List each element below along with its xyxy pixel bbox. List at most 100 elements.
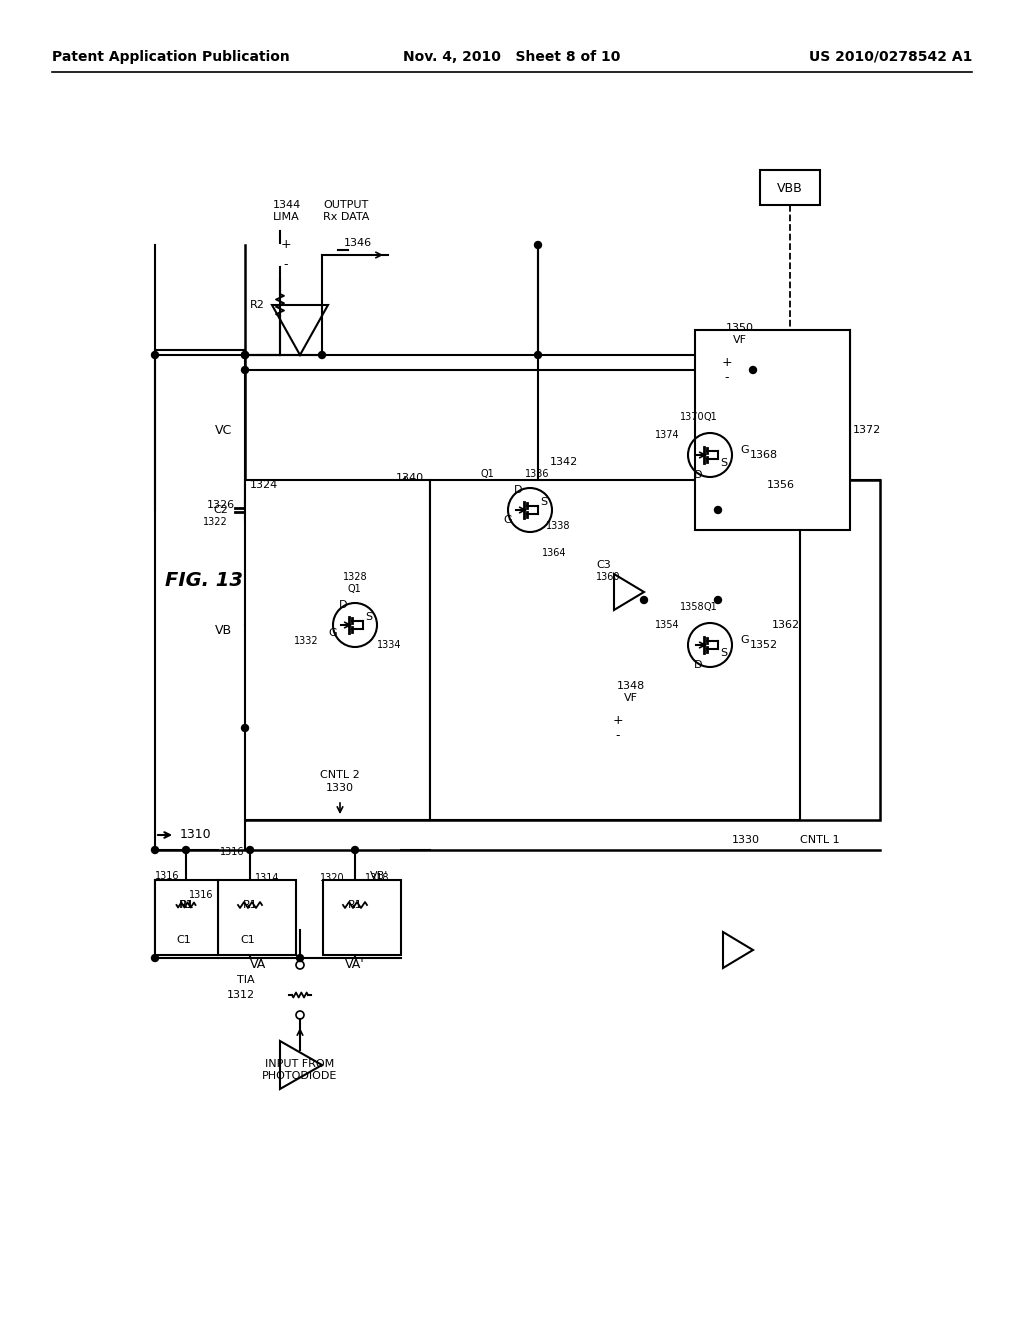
Text: Nov. 4, 2010   Sheet 8 of 10: Nov. 4, 2010 Sheet 8 of 10 (403, 50, 621, 63)
Text: G: G (329, 628, 337, 638)
Bar (695, 330, 850, 531)
Bar (245, 480, 430, 820)
Text: Rx DATA: Rx DATA (323, 213, 370, 222)
Text: S: S (541, 498, 548, 507)
Text: D: D (693, 470, 702, 480)
Text: R1: R1 (180, 900, 195, 909)
Text: CNTL 2: CNTL 2 (321, 770, 359, 780)
Text: Q1: Q1 (703, 602, 717, 612)
Text: D: D (514, 484, 522, 495)
Text: 1356: 1356 (767, 480, 795, 490)
Text: +: + (722, 355, 732, 368)
Text: 1334: 1334 (377, 640, 401, 649)
Text: LIMA: LIMA (273, 213, 300, 222)
Text: 1364: 1364 (542, 548, 566, 558)
Circle shape (152, 351, 159, 359)
Text: Q1: Q1 (703, 412, 717, 422)
Bar (323, 880, 401, 954)
Text: VB: VB (215, 623, 232, 636)
Bar (155, 880, 218, 954)
Text: Q1: Q1 (347, 583, 360, 594)
Text: 1320: 1320 (321, 873, 345, 883)
Text: US 2010/0278542 A1: US 2010/0278542 A1 (809, 50, 972, 63)
Text: R1: R1 (347, 900, 362, 909)
Text: VF: VF (733, 335, 746, 345)
Circle shape (247, 846, 254, 854)
Text: 1360: 1360 (596, 572, 621, 582)
Text: 1326: 1326 (207, 500, 234, 510)
Text: G: G (740, 445, 749, 455)
Text: TIA: TIA (238, 975, 255, 985)
Text: 1370: 1370 (680, 412, 705, 422)
Text: 1314: 1314 (255, 873, 280, 883)
Text: 1316: 1316 (188, 890, 213, 900)
Text: 1372: 1372 (853, 425, 882, 436)
Circle shape (351, 846, 358, 854)
Text: 1352: 1352 (750, 640, 778, 649)
Circle shape (182, 846, 189, 854)
Circle shape (152, 954, 159, 961)
Circle shape (242, 351, 249, 359)
Text: 1340: 1340 (396, 473, 424, 483)
Text: C2: C2 (213, 506, 228, 515)
Text: +: + (281, 239, 291, 252)
Text: D: D (693, 660, 702, 671)
Circle shape (318, 351, 326, 359)
Text: 1374: 1374 (655, 430, 680, 440)
Text: 1310: 1310 (180, 829, 212, 842)
Bar (760, 170, 820, 205)
Text: 1336: 1336 (525, 469, 550, 479)
Text: 1312: 1312 (227, 990, 255, 1001)
Circle shape (535, 242, 542, 248)
Text: 1324: 1324 (250, 480, 279, 490)
Text: 1354: 1354 (655, 620, 680, 630)
Circle shape (242, 351, 249, 359)
Text: Patent Application Publication: Patent Application Publication (52, 50, 290, 63)
Bar (430, 480, 800, 820)
Circle shape (640, 597, 647, 603)
Text: S: S (366, 612, 373, 622)
Text: VBB: VBB (777, 181, 803, 194)
Text: G: G (740, 635, 749, 645)
Text: -: - (284, 259, 288, 272)
Bar (245, 480, 880, 820)
Circle shape (242, 367, 249, 374)
Text: 1362: 1362 (772, 620, 800, 630)
Text: OUTPUT: OUTPUT (323, 201, 369, 210)
Text: VA: VA (250, 958, 266, 972)
Text: S: S (721, 648, 728, 657)
Text: 1346: 1346 (344, 238, 372, 248)
Circle shape (715, 597, 722, 603)
Text: C3: C3 (596, 560, 610, 570)
Text: D: D (339, 601, 347, 610)
Text: 1350: 1350 (726, 323, 754, 333)
Circle shape (242, 725, 249, 731)
Text: 1316: 1316 (155, 871, 179, 880)
Circle shape (297, 954, 303, 961)
Text: VF: VF (624, 693, 638, 704)
Text: VC: VC (215, 424, 232, 437)
Text: 1348: 1348 (616, 681, 645, 690)
Text: 1338: 1338 (546, 521, 570, 531)
Text: R2: R2 (250, 300, 265, 310)
Text: VB': VB' (370, 871, 388, 880)
Text: S: S (721, 458, 728, 469)
Text: 1330: 1330 (326, 783, 354, 793)
Text: C1: C1 (176, 935, 190, 945)
Text: R1: R1 (243, 900, 257, 909)
Text: R1: R1 (178, 900, 194, 909)
Text: C1: C1 (240, 935, 255, 945)
Text: VA': VA' (345, 958, 365, 972)
Text: 1322: 1322 (203, 517, 228, 527)
Text: -: - (615, 730, 621, 742)
Circle shape (535, 351, 542, 359)
Circle shape (750, 367, 757, 374)
Text: Q1: Q1 (480, 469, 494, 479)
Text: 1344: 1344 (273, 201, 301, 210)
Text: CNTL 1: CNTL 1 (800, 836, 840, 845)
Text: FIG. 13: FIG. 13 (165, 570, 243, 590)
Text: 1318: 1318 (365, 873, 389, 883)
Bar (218, 880, 296, 954)
Text: 1332: 1332 (294, 636, 319, 645)
Text: G: G (504, 515, 512, 525)
